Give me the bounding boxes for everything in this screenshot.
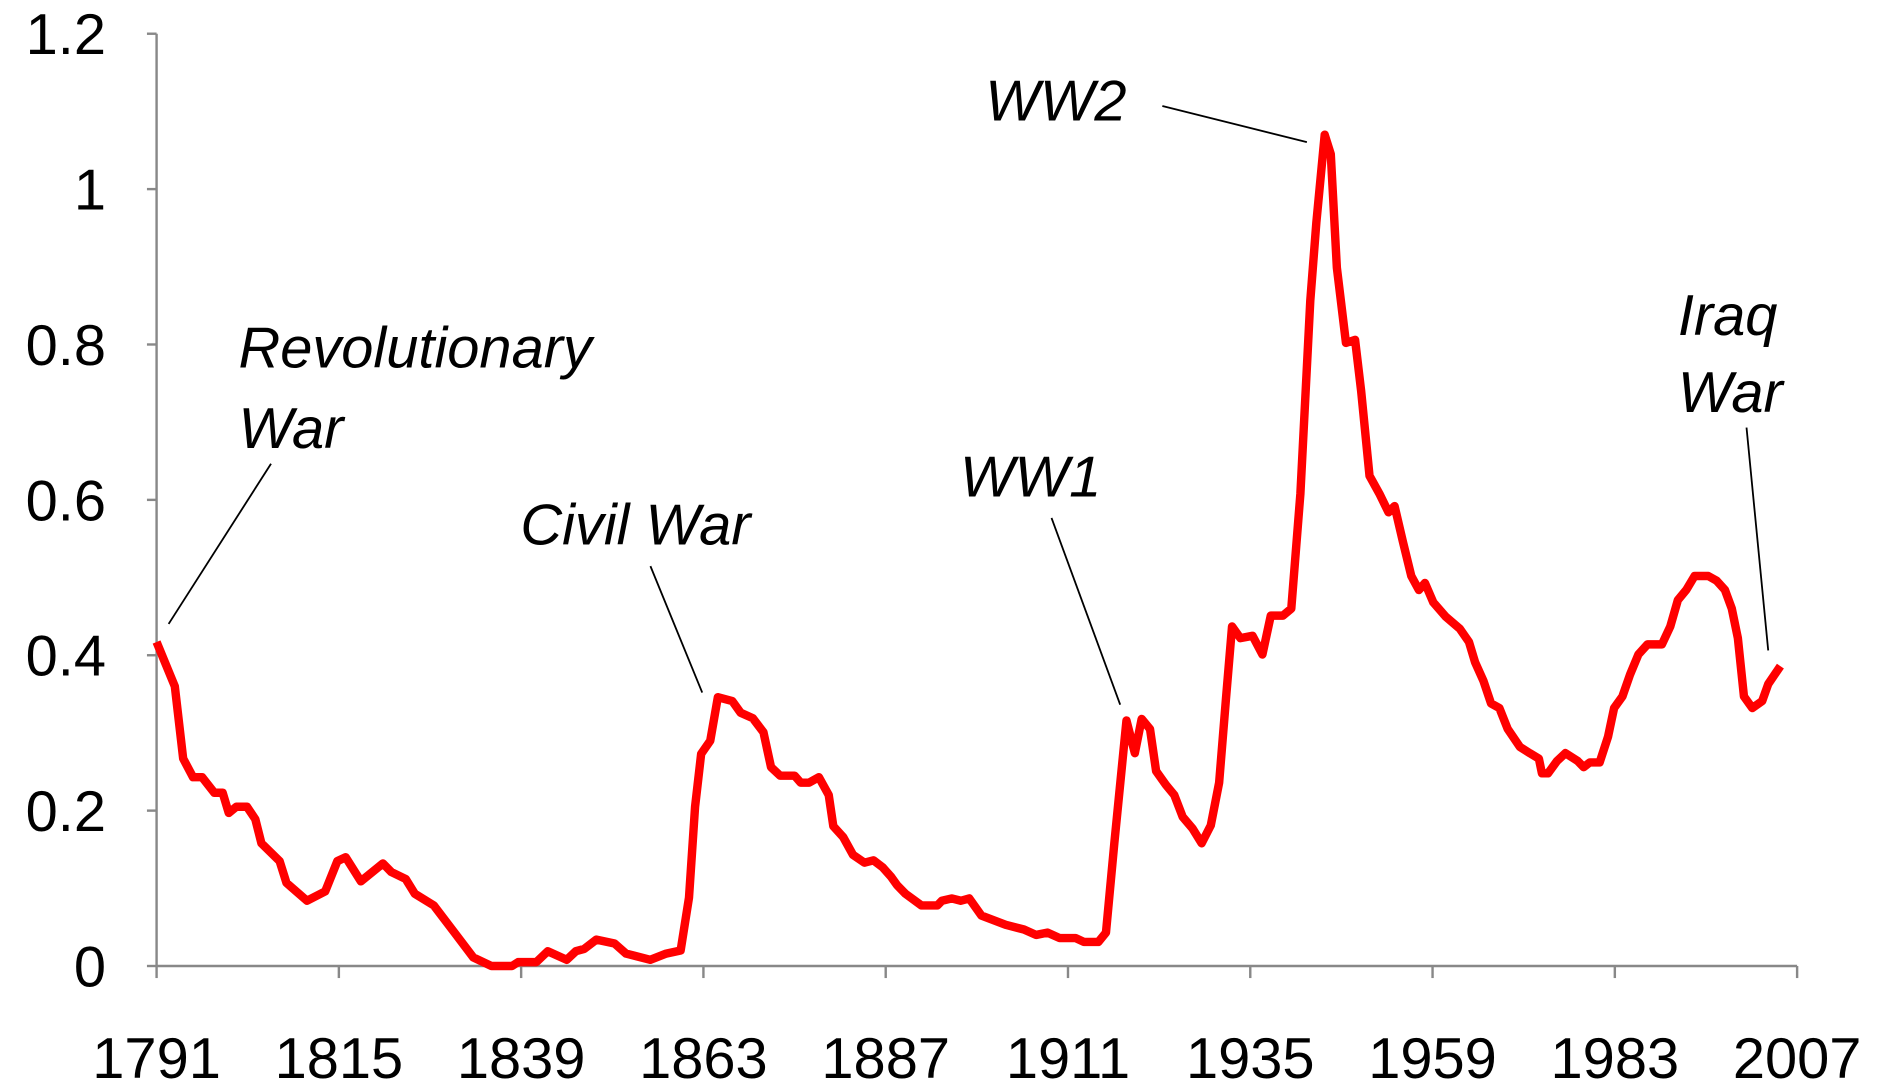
- annotation-leader: [1745, 427, 1770, 651]
- y-tick-label: 0.6: [26, 469, 106, 533]
- annotation: Civil War: [520, 493, 753, 557]
- x-tick-label: 2007: [1733, 1027, 1862, 1086]
- x-tick-label: 1839: [457, 1027, 586, 1086]
- annotation: Iraq: [1678, 284, 1778, 348]
- y-tick-label: 0.4: [26, 625, 106, 689]
- x-tick-label: 1887: [821, 1027, 950, 1086]
- y-tick-label: 0.2: [26, 780, 106, 844]
- annotation-leader: [1162, 105, 1308, 144]
- y-tick-label: 1.2: [26, 3, 106, 67]
- y-tick-label: 1: [74, 159, 106, 223]
- y-tick-label: 0.8: [26, 314, 106, 378]
- plot: 0 0.2 0.4 0.6 0.8 1 1.2 1791 1815 1839 1863 1887 191…: [26, 3, 1862, 1086]
- annotation: War: [238, 397, 346, 461]
- annotation: WW1: [960, 445, 1101, 509]
- annotation: WW2: [985, 69, 1126, 133]
- y-tick-label: 0: [74, 935, 106, 999]
- annotation: Revolutionary: [238, 316, 594, 380]
- x-tick-label: 1815: [275, 1027, 404, 1086]
- annotation-leader: [1050, 517, 1122, 705]
- x-tick-label: 1791: [92, 1027, 221, 1086]
- x-tick-label: 1863: [639, 1027, 768, 1086]
- x-tick-label: 1911: [1006, 1027, 1130, 1086]
- x-tick-label: 1959: [1368, 1027, 1497, 1086]
- data-line: [152, 130, 1784, 971]
- x-tick-label: 1935: [1186, 1027, 1315, 1086]
- annotation-leader: [167, 463, 272, 625]
- annotation: War: [1678, 361, 1786, 425]
- x-tick-label: 1983: [1551, 1027, 1680, 1086]
- annotation-leader: [649, 565, 704, 693]
